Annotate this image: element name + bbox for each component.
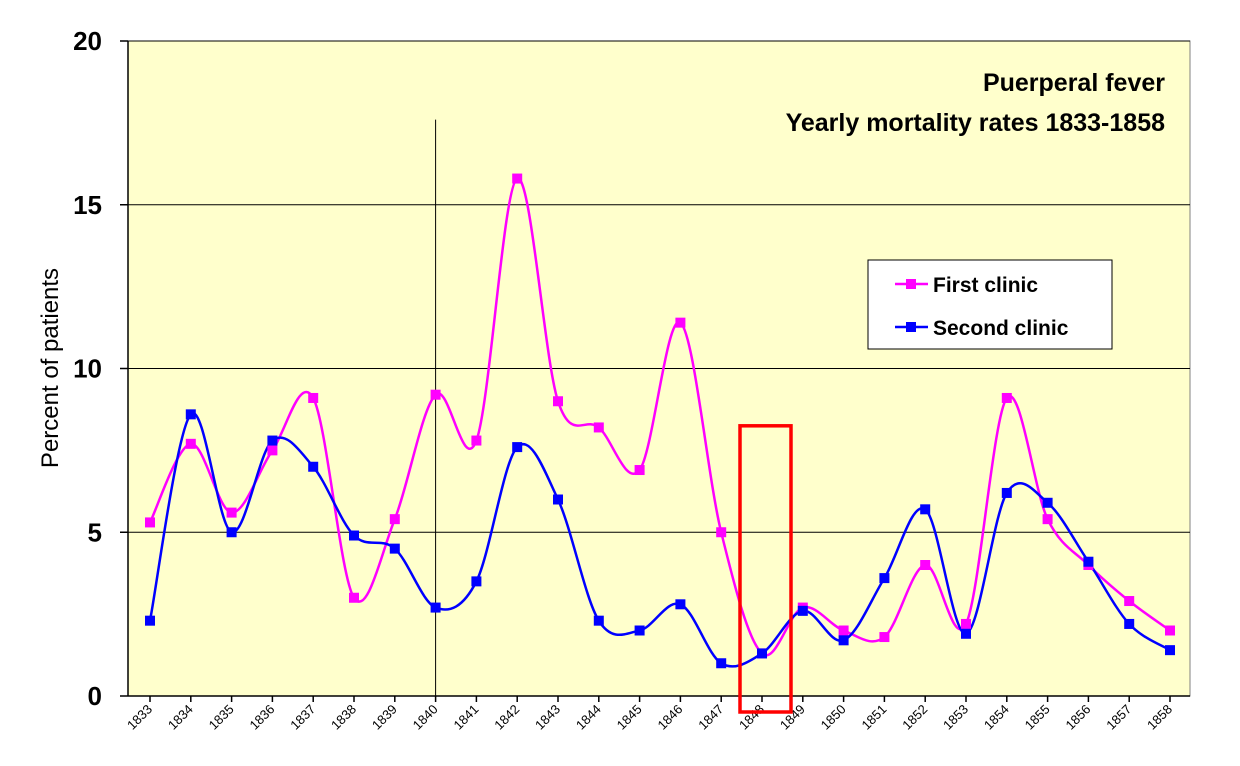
data-point-second-clinic xyxy=(1124,618,1135,629)
x-tick-label: 1841 xyxy=(450,702,481,733)
data-point-first-clinic xyxy=(1165,625,1175,636)
data-point-first-clinic xyxy=(1124,596,1135,607)
x-tick-label: 1844 xyxy=(573,702,604,733)
data-point-first-clinic xyxy=(920,560,931,570)
data-point-first-clinic xyxy=(471,435,482,446)
x-tick-label: 1840 xyxy=(410,702,441,733)
data-point-first-clinic xyxy=(267,445,278,456)
x-tick-label: 1835 xyxy=(206,702,237,733)
x-tick-label: 1850 xyxy=(818,702,849,733)
legend-swatch-marker-second-clinic xyxy=(906,322,916,332)
data-point-second-clinic xyxy=(675,599,686,610)
legend: First clinic Second clinic xyxy=(867,259,1113,350)
data-point-second-clinic xyxy=(593,615,604,626)
data-point-second-clinic xyxy=(797,605,808,616)
x-tick-label: 1851 xyxy=(858,702,889,733)
data-point-second-clinic xyxy=(430,602,441,613)
data-point-first-clinic xyxy=(716,527,727,538)
x-tick-label: 1833 xyxy=(124,702,155,733)
x-tick-label: 1856 xyxy=(1062,702,1093,733)
data-point-second-clinic xyxy=(1083,556,1094,567)
legend-label-second-clinic: Second clinic xyxy=(933,317,1069,340)
x-tick-label: 1834 xyxy=(165,702,196,733)
x-tick-label: 1852 xyxy=(899,702,930,733)
data-point-second-clinic xyxy=(185,409,196,420)
x-tick-label: 1853 xyxy=(940,702,971,733)
axes xyxy=(120,40,1190,702)
x-tick-label: 1847 xyxy=(695,702,726,733)
data-point-first-clinic xyxy=(675,317,686,328)
data-point-second-clinic xyxy=(838,635,849,646)
data-point-first-clinic xyxy=(512,173,523,184)
y-tick-label: 10 xyxy=(73,354,102,384)
data-point-second-clinic xyxy=(1165,645,1175,656)
y-tick-labels: 0 5 10 15 20 xyxy=(73,26,102,711)
series-points xyxy=(145,173,1175,669)
data-point-second-clinic xyxy=(634,625,645,636)
data-point-second-clinic xyxy=(553,494,563,505)
data-point-first-clinic xyxy=(593,422,604,433)
x-tick-label: 1845 xyxy=(614,702,645,733)
data-point-second-clinic xyxy=(389,543,400,554)
data-point-second-clinic xyxy=(349,530,359,541)
data-point-second-clinic xyxy=(879,573,890,584)
y-tick-label: 0 xyxy=(88,681,102,711)
data-point-first-clinic xyxy=(838,625,849,636)
data-point-first-clinic xyxy=(308,392,319,403)
data-point-second-clinic xyxy=(226,527,237,538)
data-point-second-clinic xyxy=(1001,487,1012,498)
x-tick-label: 1836 xyxy=(246,702,277,733)
x-tick-labels: 1833 1834 1835 1836 1837 1838 1839 1840 1841 1842… xyxy=(124,702,1175,733)
x-tick-label: 1858 xyxy=(1144,702,1175,733)
x-tick-label: 1839 xyxy=(369,702,400,733)
data-point-first-clinic xyxy=(349,592,359,603)
x-tick-label: 1842 xyxy=(491,702,522,733)
data-point-second-clinic xyxy=(1042,497,1053,508)
legend-swatch-marker-first-clinic xyxy=(906,279,916,289)
data-point-first-clinic xyxy=(145,517,155,528)
x-tick-label: 1855 xyxy=(1022,702,1053,733)
data-point-first-clinic xyxy=(389,514,400,525)
data-point-first-clinic xyxy=(553,396,563,407)
data-point-second-clinic xyxy=(961,628,971,639)
y-tick-label: 20 xyxy=(73,26,102,56)
x-tick-label: 1838 xyxy=(328,702,359,733)
data-point-first-clinic xyxy=(185,438,196,449)
chart-title-line-1: Puerperal fever xyxy=(983,69,1165,97)
data-point-first-clinic xyxy=(634,465,645,476)
data-point-second-clinic xyxy=(512,442,523,453)
data-point-second-clinic xyxy=(920,504,931,515)
data-point-second-clinic xyxy=(716,658,727,669)
data-point-second-clinic xyxy=(267,435,278,446)
data-point-first-clinic xyxy=(961,618,971,629)
legend-label-first-clinic: First clinic xyxy=(933,274,1038,297)
x-tick-label: 1857 xyxy=(1103,702,1134,733)
legend-box xyxy=(867,259,1113,350)
data-point-first-clinic xyxy=(1042,514,1053,525)
highlight-box-1848 xyxy=(738,424,793,714)
data-point-second-clinic xyxy=(471,576,482,587)
gridlines xyxy=(128,40,1190,533)
data-point-first-clinic xyxy=(879,632,890,643)
data-point-first-clinic xyxy=(430,389,441,400)
y-tick-label: 15 xyxy=(73,190,102,220)
data-point-second-clinic xyxy=(145,615,155,626)
chart-title-line-2: Yearly mortality rates 1833-1858 xyxy=(786,109,1166,137)
x-tick-label: 1843 xyxy=(532,702,563,733)
data-point-second-clinic xyxy=(757,648,767,659)
y-axis-label: Percent of patients xyxy=(37,268,64,468)
data-point-second-clinic xyxy=(308,461,319,472)
data-point-first-clinic xyxy=(226,507,237,518)
x-tick-label: 1837 xyxy=(287,702,318,733)
x-tick-label: 1846 xyxy=(654,702,685,733)
y-tick-label: 5 xyxy=(88,517,102,547)
x-tick-label: 1854 xyxy=(981,702,1012,733)
data-point-first-clinic xyxy=(1001,392,1012,403)
